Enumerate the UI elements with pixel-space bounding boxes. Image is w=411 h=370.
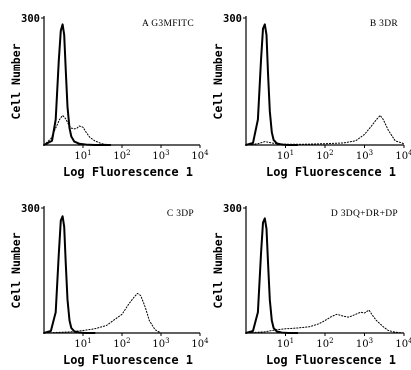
panel-title: C 3DP [167,209,194,219]
y-tick-label: 300 [21,203,40,215]
solid-histogram-line [43,23,112,146]
x-tick-label: 103 [356,149,373,162]
y-axis-title: Cell Number [9,43,23,119]
y-axis-title: Cell Number [211,232,225,308]
x-tick-label: 102 [316,337,333,350]
x-axis-title: Log Fluorescence 1 [266,353,396,367]
x-tick-label: 103 [152,337,169,350]
x-tick-label: 101 [277,337,294,350]
x-tick-label: 102 [113,149,130,162]
x-tick-label: 102 [316,149,333,162]
x-tick-label: 102 [113,337,130,350]
x-tick-label: 104 [191,337,209,350]
y-axis-title: Cell Number [211,43,225,119]
x-tick-label: 101 [74,337,91,350]
panel-title: A G3MFITC [142,19,194,29]
x-tick-label: 104 [395,337,411,350]
x-axis-title: Log Fluorescence 1 [63,353,193,367]
panel-d: 300 Cell Number 101 102 103 104 Log Fluorescen… [211,203,411,367]
x-tick-label: 103 [356,337,373,350]
dotted-histogram-line [43,114,111,146]
x-axis-title: Log Fluorescence 1 [266,165,396,179]
x-tick-label: 103 [152,149,169,162]
x-tick-label: 104 [191,149,209,162]
dotted-histogram-line [245,114,405,146]
solid-histogram-line [245,217,299,334]
panel-b: 300 Cell Number 101 102 103 104 Log Fluorescen… [211,13,411,179]
x-tick-label: 101 [277,149,294,162]
y-tick-label: 300 [223,203,242,215]
y-axis-title: Cell Number [9,232,23,308]
panel-c: 300 Cell Number 101 102 103 104 Log Fluorescen… [9,203,209,367]
solid-histogram-line [245,23,299,146]
panel-title: B 3DR [370,19,399,29]
x-tick-label: 104 [395,149,411,162]
y-tick-label: 300 [21,13,40,25]
dotted-histogram-line [245,309,405,334]
dotted-histogram-line [43,292,162,334]
panel-a: 300 Cell Number 101 102 103 104 Log Fluorescen… [9,13,209,179]
x-axis-title: Log Fluorescence 1 [63,165,193,179]
x-tick-label: 101 [74,149,91,162]
y-tick-label: 300 [223,13,242,25]
panel-title: D 3DQ+DR+DP [331,209,398,219]
solid-histogram-line [43,215,96,334]
